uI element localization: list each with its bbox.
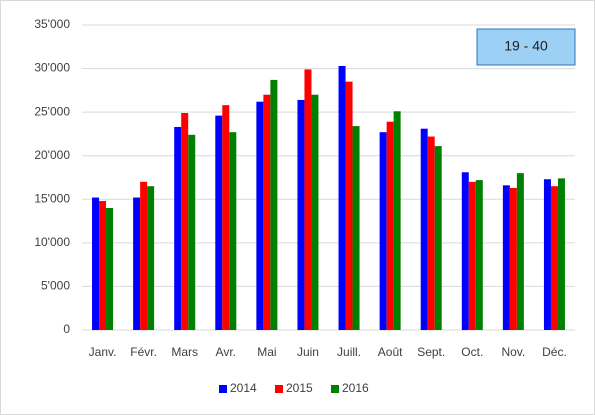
- bar: [263, 94, 271, 330]
- x-tick-label: Sept.: [417, 345, 445, 359]
- x-tick-label: Oct.: [461, 345, 483, 359]
- y-tick-label: 5'000: [41, 279, 70, 293]
- bar: [229, 132, 237, 330]
- bar: [174, 126, 182, 330]
- bar: [557, 178, 565, 330]
- y-tick-label: 25'000: [34, 104, 70, 118]
- y-tick-label: 15'000: [34, 191, 70, 205]
- bar: [181, 113, 189, 330]
- bar: [338, 65, 346, 330]
- legend-swatch: [331, 385, 339, 393]
- bar: [502, 185, 510, 330]
- bar: [475, 180, 483, 330]
- bar: [311, 94, 319, 330]
- bar: [352, 126, 360, 330]
- bar: [188, 134, 196, 330]
- bar: [461, 172, 469, 330]
- x-tick-label: Nov.: [501, 345, 525, 359]
- x-tick-label: Déc.: [542, 345, 567, 359]
- bar: [256, 101, 264, 330]
- y-tick-label: 30'000: [34, 61, 70, 75]
- bar: [92, 197, 100, 330]
- bar: [215, 115, 223, 330]
- legend-label: 2016: [342, 381, 369, 395]
- x-tick-label: Juin: [297, 345, 319, 359]
- y-tick-label: 10'000: [34, 235, 70, 249]
- bar: [222, 105, 230, 331]
- bar: [270, 79, 278, 331]
- bar: [106, 208, 114, 330]
- legend-swatch: [275, 385, 283, 393]
- bar: [386, 121, 394, 330]
- bar: [468, 181, 476, 330]
- bar: [304, 69, 312, 330]
- y-tick-label: 0: [63, 322, 70, 336]
- y-tick-label: 20'000: [34, 148, 70, 162]
- x-tick-label: Mai: [257, 345, 276, 359]
- bar: [147, 186, 155, 330]
- bar: [420, 128, 428, 330]
- x-tick-label: Févr.: [130, 345, 157, 359]
- bar: [379, 132, 387, 330]
- bar: [509, 187, 517, 330]
- bar: [140, 181, 148, 330]
- x-tick-label: Août: [378, 345, 403, 359]
- bar: [345, 81, 353, 331]
- bar: [133, 197, 141, 330]
- bar: [550, 186, 558, 330]
- legend-swatch: [219, 385, 227, 393]
- bar: [393, 111, 401, 331]
- y-tick-label: 35'000: [34, 17, 70, 31]
- x-tick-label: Mars: [171, 345, 198, 359]
- legend-label: 2015: [286, 381, 313, 395]
- annotation-box: [476, 28, 576, 66]
- annotation: 19 - 40: [504, 38, 548, 54]
- bar: [434, 146, 442, 330]
- x-tick-label: Avr.: [216, 345, 236, 359]
- bar: [297, 99, 305, 330]
- bar: [543, 179, 551, 330]
- legend-label: 2014: [230, 381, 257, 395]
- bar: [427, 136, 435, 330]
- bar: [99, 201, 107, 330]
- x-tick-label: Juill.: [337, 345, 361, 359]
- bar: [516, 173, 524, 330]
- x-tick-label: Janv.: [89, 345, 117, 359]
